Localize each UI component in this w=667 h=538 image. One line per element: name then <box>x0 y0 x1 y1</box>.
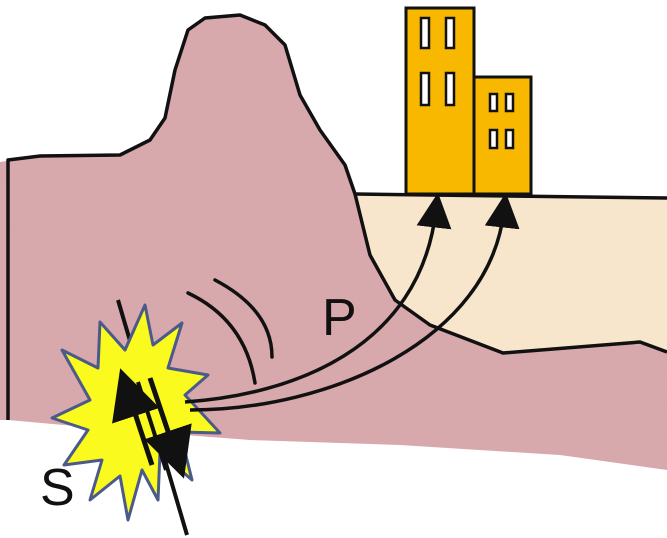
wave-front <box>213 278 274 359</box>
building-icon <box>472 75 533 196</box>
wave-ray-arrow <box>184 192 452 404</box>
p-wave-label: P <box>322 289 357 347</box>
fault-center-line <box>136 381 168 471</box>
fault-slip-arrow-down <box>144 377 192 479</box>
building-icon <box>404 6 476 196</box>
s-wave-label: S <box>40 459 75 517</box>
ground-surface-line <box>6 13 667 420</box>
wave-ray-arrow <box>189 192 520 412</box>
wave-front <box>186 291 257 385</box>
